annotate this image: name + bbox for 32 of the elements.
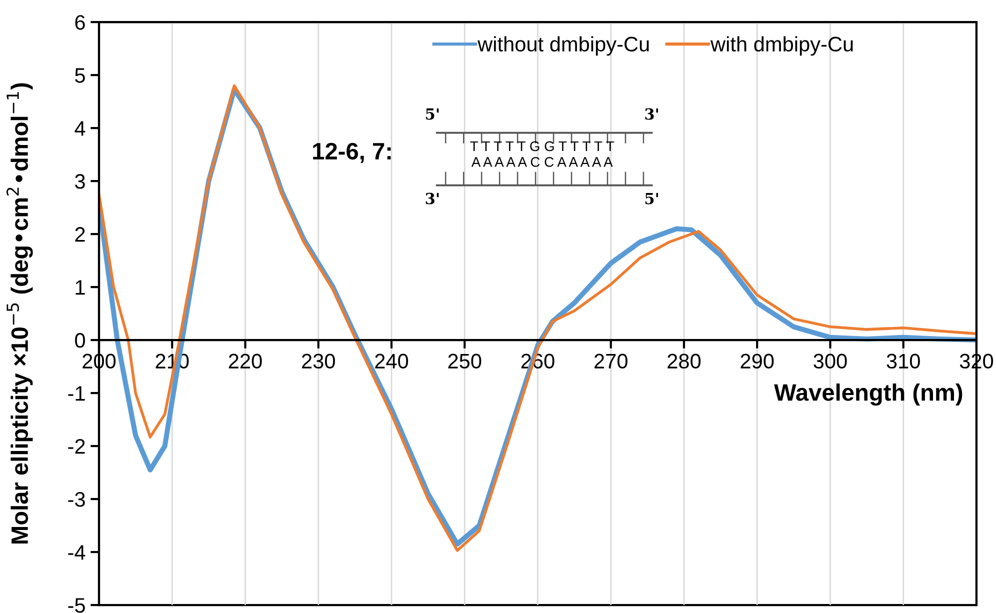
y-tick-label: 1	[76, 280, 85, 295]
y-tick-label: 6	[75, 15, 85, 30]
x-tick-label: 310	[886, 354, 920, 369]
y-tick-label: 2	[75, 227, 85, 242]
x-tick-label: 250	[448, 354, 482, 369]
annotation: T T T T T G G T T T T T	[470, 141, 614, 152]
annotation: 5'	[645, 192, 658, 204]
y-tick-label: -3	[68, 492, 85, 507]
y-tick-label: -1	[68, 386, 85, 401]
annotation: 3'	[426, 192, 439, 204]
annotation: A A A A A C C A A A A A	[471, 157, 613, 167]
x-tick-label: 290	[740, 354, 774, 369]
x-tick-label: 300	[814, 354, 847, 369]
annotation: 12-6, 7:	[313, 142, 391, 163]
y-tick-label: 0	[75, 333, 85, 348]
annotation: 3'	[645, 108, 658, 120]
y-axis-title: Molar ellipticity ×10$^{−5}$ (deg•cm$^{2}$•dmol$^{−1}$)	[6, 83, 33, 544]
annotation: 5'	[426, 108, 439, 120]
y-tick-label: 3	[75, 174, 85, 189]
x-tick-label: 230	[302, 354, 335, 369]
legend-label: without dmbipy-Cu	[478, 36, 649, 56]
x-tick-label: 280	[668, 354, 701, 369]
y-tick-label: 5	[75, 68, 85, 83]
legend-label: with dmbipy-Cu	[710, 36, 853, 56]
x-tick-label: 220	[228, 354, 262, 369]
x-tick-label: 240	[375, 354, 408, 369]
y-tick-label: -2	[68, 439, 85, 454]
x-axis-title: Wavelength (nm)	[774, 384, 962, 406]
y-tick-label: -4	[68, 545, 86, 560]
y-tick-label: 4	[74, 121, 86, 136]
y-tick-label: -5	[68, 598, 85, 613]
x-tick-label: 270	[594, 354, 628, 369]
